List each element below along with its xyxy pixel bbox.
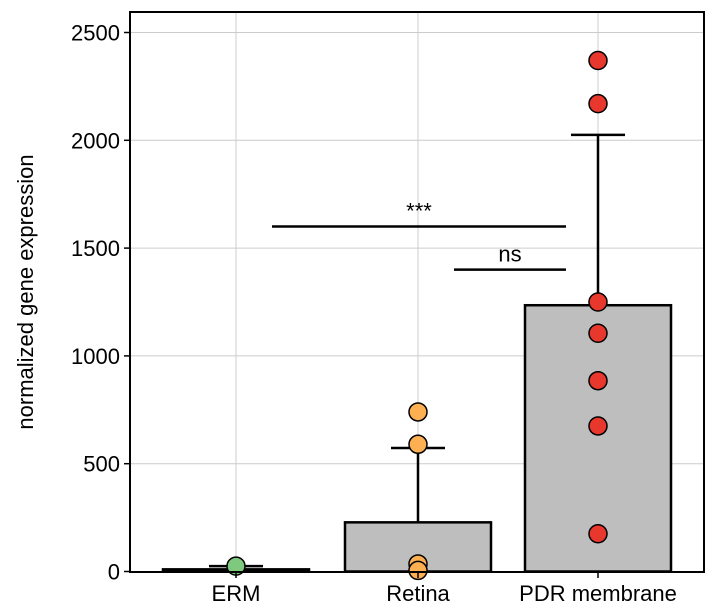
y-tick-label: 2000 bbox=[71, 128, 120, 153]
y-axis-ticks: 0 500 1000 1500 2000 2500 bbox=[71, 21, 130, 585]
data-point bbox=[408, 402, 428, 422]
y-tick-label: 2500 bbox=[71, 21, 120, 46]
x-tick-label: PDR membrane bbox=[519, 581, 677, 606]
y-tick-label: 1500 bbox=[71, 236, 120, 261]
significance-label: *** bbox=[406, 199, 432, 224]
significance-annotations: *** ns bbox=[272, 199, 566, 271]
data-point bbox=[588, 370, 608, 391]
data-point bbox=[588, 323, 608, 344]
significance-label: ns bbox=[498, 242, 521, 267]
x-tick-label: ERM bbox=[212, 581, 261, 606]
data-points bbox=[226, 50, 608, 581]
data-point bbox=[588, 292, 608, 312]
data-point bbox=[588, 50, 608, 71]
data-point bbox=[588, 524, 608, 544]
y-tick-label: 1000 bbox=[71, 344, 120, 369]
data-point bbox=[408, 560, 428, 581]
data-point bbox=[408, 434, 428, 455]
data-point bbox=[588, 93, 608, 114]
y-tick-label: 500 bbox=[83, 452, 120, 477]
x-axis-ticks: ERM Retina PDR membrane bbox=[212, 572, 677, 606]
y-tick-label: 0 bbox=[108, 560, 120, 585]
y-axis-title: normalized gene expression bbox=[13, 154, 38, 429]
plot-frame bbox=[129, 11, 705, 573]
data-point bbox=[588, 416, 608, 436]
x-tick-label: Retina bbox=[386, 581, 450, 606]
